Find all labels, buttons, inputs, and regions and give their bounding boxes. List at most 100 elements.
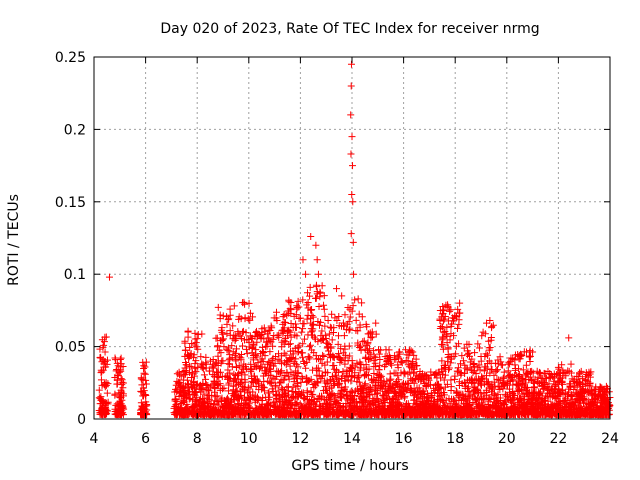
data-point <box>312 352 320 360</box>
data-point <box>137 375 145 383</box>
data-point <box>331 371 339 379</box>
data-point <box>295 348 303 356</box>
data-point <box>360 337 368 345</box>
data-point <box>539 395 547 403</box>
data-point <box>583 388 591 396</box>
data-point <box>266 408 274 415</box>
data-point <box>214 303 222 311</box>
data-point <box>324 369 332 377</box>
data-point <box>304 304 312 312</box>
data-point <box>505 406 513 414</box>
data-point <box>258 355 266 363</box>
data-point <box>444 304 452 312</box>
data-point <box>292 401 300 409</box>
data-point <box>269 399 277 407</box>
data-point <box>212 368 220 376</box>
data-point <box>508 397 516 405</box>
data-point <box>197 353 205 361</box>
data-point <box>348 307 356 315</box>
data-point <box>331 393 339 401</box>
data-point <box>569 401 577 409</box>
data-point <box>268 385 276 393</box>
data-point <box>599 402 607 410</box>
data-point <box>477 357 485 365</box>
data-point <box>207 407 215 415</box>
data-point <box>447 322 455 330</box>
data-point <box>488 323 496 331</box>
data-point <box>270 332 278 340</box>
data-point <box>224 387 232 395</box>
data-point <box>258 331 266 339</box>
data-point <box>348 357 356 365</box>
data-point <box>478 332 486 340</box>
data-point <box>366 400 374 408</box>
data-point <box>477 381 485 389</box>
data-point <box>573 372 581 380</box>
data-point <box>376 361 384 369</box>
data-point <box>223 346 231 354</box>
data-point <box>346 325 354 333</box>
data-point <box>349 302 357 310</box>
data-point <box>276 403 284 411</box>
data-point <box>398 406 406 414</box>
data-point <box>315 302 323 310</box>
data-point <box>558 379 566 387</box>
x-tick-label: 4 <box>90 431 99 447</box>
data-point <box>233 364 241 372</box>
data-point <box>397 407 405 415</box>
data-point <box>335 379 343 387</box>
data-point <box>281 319 289 327</box>
data-point <box>507 354 515 362</box>
data-point <box>299 325 307 333</box>
data-point <box>346 313 354 321</box>
data-point <box>286 354 294 362</box>
data-point <box>323 400 331 408</box>
data-point <box>320 305 328 313</box>
data-point <box>260 348 268 356</box>
data-point <box>444 344 452 352</box>
data-point <box>512 381 520 389</box>
data-point <box>372 319 380 327</box>
data-point <box>308 410 316 418</box>
data-point <box>232 349 240 357</box>
data-point <box>253 353 261 361</box>
data-point <box>139 384 147 392</box>
data-point <box>353 397 361 405</box>
data-point <box>325 408 333 416</box>
data-point <box>496 353 504 361</box>
x-axis-label: GPS time / hours <box>291 458 408 474</box>
data-point <box>442 408 450 416</box>
data-point <box>509 376 517 384</box>
data-point <box>120 405 128 413</box>
data-point <box>349 238 357 246</box>
data-point <box>346 401 354 409</box>
data-point <box>441 327 449 335</box>
data-point <box>327 344 335 352</box>
data-point <box>356 321 364 329</box>
data-point <box>468 378 476 386</box>
data-point <box>319 405 327 413</box>
data-point <box>246 309 254 317</box>
data-point <box>266 378 274 386</box>
data-point <box>475 344 483 352</box>
data-points <box>95 60 614 419</box>
data-point <box>556 406 564 414</box>
data-point <box>272 314 280 322</box>
data-point <box>431 371 439 379</box>
data-point <box>362 361 370 369</box>
data-point <box>117 386 125 394</box>
data-point <box>117 411 125 419</box>
data-point <box>351 296 359 304</box>
data-point <box>229 322 237 330</box>
data-point <box>103 389 111 397</box>
data-point <box>118 381 126 389</box>
data-point <box>534 373 542 381</box>
data-point <box>430 404 438 412</box>
data-point <box>323 410 331 418</box>
data-point <box>283 403 291 411</box>
data-point <box>192 368 200 376</box>
data-point <box>318 336 326 344</box>
data-point <box>377 406 385 414</box>
data-point <box>441 312 449 320</box>
data-point <box>214 352 222 360</box>
